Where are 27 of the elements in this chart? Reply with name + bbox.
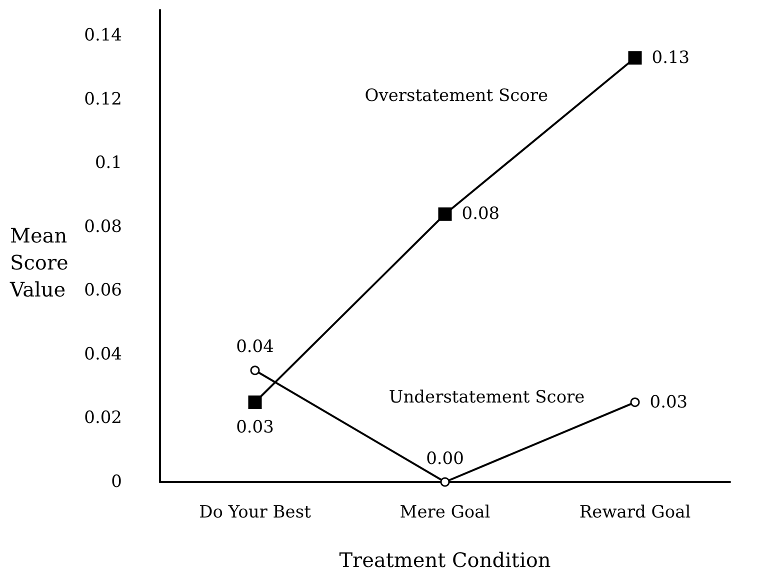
y-tick-label: 0.14: [84, 26, 122, 46]
point: [440, 477, 450, 487]
y-tick-label: 0.1: [94, 153, 122, 174]
data-label: 0.03: [236, 418, 274, 438]
point: [248, 396, 262, 410]
x-tick-label: Mere Goal: [400, 502, 490, 522]
y-tick-label: 0.12: [84, 89, 122, 110]
y-tick-label: 0.08: [84, 216, 122, 237]
y-tick-label: 0: [111, 472, 122, 492]
series-label: Understatement Score: [388, 387, 585, 408]
point: [630, 398, 640, 408]
point: [438, 207, 452, 221]
x-axis-title: Treatment Condition: [339, 548, 551, 572]
data-label: 0.00: [426, 448, 464, 469]
data-label: 0.03: [650, 392, 688, 412]
y-tick-label: 0.06: [84, 280, 122, 301]
y-axis-title: Mean Score Value: [9, 224, 68, 302]
y-tick-label: 0.02: [84, 408, 122, 428]
point: [628, 51, 642, 65]
x-tick-label: Reward Goal: [579, 502, 691, 522]
data-label: 0.04: [236, 337, 274, 358]
data-label: 0.08: [462, 204, 500, 224]
series-label: Overstatement Score: [364, 86, 548, 106]
point: [250, 366, 260, 376]
y-tick-label: 0.04: [84, 344, 122, 364]
x-tick-label: Do Your Best: [199, 502, 312, 522]
data-label: 0.13: [652, 48, 690, 68]
